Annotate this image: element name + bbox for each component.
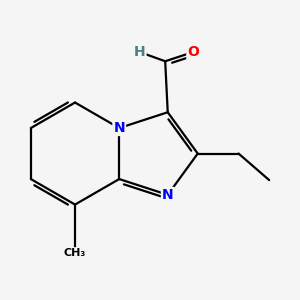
Text: N: N: [113, 121, 125, 135]
Text: O: O: [187, 45, 199, 59]
Text: H: H: [134, 45, 146, 59]
Text: N: N: [162, 188, 174, 202]
Text: CH₃: CH₃: [64, 248, 86, 258]
